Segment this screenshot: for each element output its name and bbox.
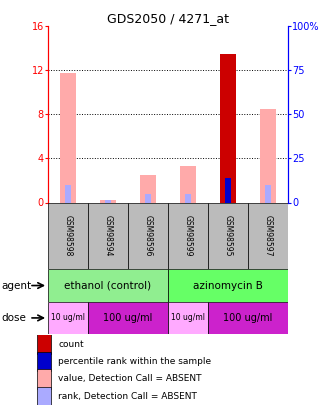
Bar: [168, 202, 208, 269]
Bar: [88, 302, 168, 334]
Bar: [145, 194, 151, 202]
Text: GSM98595: GSM98595: [223, 215, 232, 257]
Title: GDS2050 / 4271_at: GDS2050 / 4271_at: [107, 12, 229, 25]
Bar: [48, 202, 88, 269]
Text: percentile rank within the sample: percentile rank within the sample: [58, 357, 212, 366]
Bar: [208, 302, 288, 334]
Bar: [185, 194, 191, 202]
Text: ethanol (control): ethanol (control): [65, 281, 152, 290]
Text: value, Detection Call = ABSENT: value, Detection Call = ABSENT: [58, 374, 202, 384]
Text: 100 ug/ml: 100 ug/ml: [223, 313, 273, 323]
Text: azinomycin B: azinomycin B: [193, 281, 263, 290]
Bar: [65, 185, 71, 202]
Bar: [260, 109, 276, 202]
Bar: [37, 352, 51, 371]
Text: GSM98597: GSM98597: [263, 215, 272, 257]
Text: agent: agent: [2, 281, 32, 290]
Text: count: count: [58, 339, 84, 349]
Bar: [88, 202, 128, 269]
Text: rank, Detection Call = ABSENT: rank, Detection Call = ABSENT: [58, 392, 197, 401]
Bar: [37, 386, 51, 405]
Text: 100 ug/ml: 100 ug/ml: [103, 313, 153, 323]
Bar: [48, 302, 88, 334]
Bar: [140, 175, 156, 202]
Bar: [208, 202, 248, 269]
Text: GSM98594: GSM98594: [104, 215, 113, 257]
Bar: [100, 200, 116, 202]
Bar: [224, 178, 231, 202]
Bar: [60, 72, 75, 202]
Bar: [48, 269, 168, 302]
Text: GSM98599: GSM98599: [183, 215, 193, 257]
Bar: [168, 302, 208, 334]
Bar: [180, 166, 196, 202]
Bar: [105, 200, 112, 202]
Text: dose: dose: [2, 313, 26, 323]
Bar: [220, 54, 236, 202]
Bar: [264, 185, 271, 202]
Bar: [128, 202, 168, 269]
Bar: [37, 334, 51, 354]
Text: 10 ug/ml: 10 ug/ml: [171, 313, 205, 322]
Text: GSM98598: GSM98598: [64, 215, 72, 257]
Text: GSM98596: GSM98596: [143, 215, 153, 257]
Text: 10 ug/ml: 10 ug/ml: [51, 313, 85, 322]
Bar: [248, 202, 288, 269]
Bar: [37, 369, 51, 389]
Bar: [168, 269, 288, 302]
